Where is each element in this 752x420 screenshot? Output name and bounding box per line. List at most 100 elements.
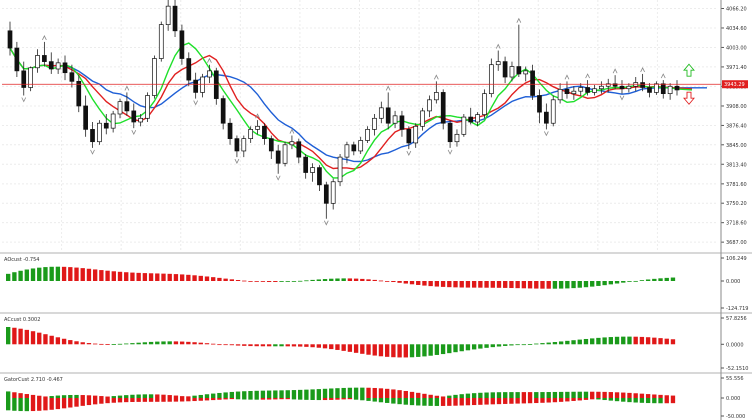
candle-body	[62, 62, 68, 74]
histogram-bar	[105, 270, 110, 282]
histogram-bar	[130, 343, 135, 345]
histogram-bar	[198, 342, 203, 345]
candle-body	[585, 87, 590, 93]
gator-lower-bar	[322, 398, 328, 401]
histogram-bar	[18, 328, 23, 345]
gator-lower-bar	[80, 398, 85, 406]
gator-lower-bar	[260, 398, 266, 400]
gator-lower-bar	[596, 398, 601, 400]
histogram-bar	[49, 335, 54, 345]
gator-lower-bar	[471, 398, 477, 406]
gator-upper-bar	[86, 395, 92, 399]
gator-lower-bar	[428, 398, 433, 406]
histogram-bar	[117, 271, 123, 282]
gator-lower-bar	[186, 398, 191, 402]
histogram-bar	[61, 266, 67, 282]
gator-lower-bar	[633, 398, 638, 403]
gator-upper-bar	[590, 391, 595, 399]
gator-upper-bar	[577, 391, 582, 399]
histogram-bar	[217, 344, 222, 346]
gator-upper-bar	[434, 395, 440, 399]
candle-body	[145, 95, 150, 119]
histogram-bar	[353, 344, 359, 353]
gator-upper-bar	[124, 395, 129, 399]
histogram-bar	[471, 281, 477, 288]
candle-body	[372, 117, 377, 130]
histogram-bar	[167, 273, 172, 282]
candle-body	[28, 67, 33, 88]
gator-upper-bar	[645, 394, 651, 399]
gator-lower-bar	[335, 398, 340, 400]
gator-lower-bar	[211, 398, 216, 401]
current-price-badge: 3943.29	[722, 80, 748, 89]
candle-body	[172, 5, 178, 32]
candle-body	[544, 111, 549, 124]
histogram-bar	[55, 266, 61, 282]
histogram-bar	[273, 281, 278, 282]
fractal-up-marker	[289, 128, 295, 134]
histogram-bar	[416, 344, 421, 357]
gator-lower-bar	[602, 398, 607, 401]
gator-upper-bar	[428, 394, 433, 399]
histogram-bar	[416, 281, 421, 285]
candle-body	[186, 58, 192, 81]
gator-upper-bar	[490, 392, 495, 399]
gator-lower-bar	[117, 398, 123, 403]
gator-lower-bar	[30, 398, 36, 412]
gator-upper-bar	[633, 393, 638, 399]
gator-lower-bar	[384, 398, 390, 403]
histogram-bar	[627, 281, 632, 282]
candle-body	[413, 125, 419, 144]
gator-lower-bar	[453, 398, 458, 406]
gator-upper-bar	[43, 396, 48, 399]
candle-body	[117, 101, 123, 115]
histogram-bar	[298, 344, 303, 347]
candle-body	[427, 99, 432, 112]
histogram-bar	[161, 273, 166, 282]
gator-upper-bar	[37, 395, 42, 399]
gator-upper-bar	[304, 389, 309, 399]
fractal-down-marker	[406, 150, 412, 156]
histogram-bar	[329, 278, 334, 282]
histogram-bar	[124, 343, 129, 345]
histogram-bar	[155, 273, 160, 282]
gator-upper-bar	[571, 391, 576, 399]
ao-indicator-pane: AOcust -0.754 106.249 0.000 -124.719	[0, 252, 752, 312]
histogram-bar	[509, 344, 514, 346]
gator-lower-bar	[577, 398, 582, 401]
candle-body	[516, 66, 522, 75]
gator-lower-bar	[105, 398, 110, 404]
fractal-down-marker	[193, 100, 199, 106]
histogram-bar	[596, 337, 601, 345]
histogram-bar	[546, 281, 551, 289]
fractal-down-marker	[21, 97, 27, 103]
candle-body	[337, 156, 343, 183]
gator-lower-bar	[329, 398, 334, 400]
fractal-up-marker	[255, 113, 260, 119]
gator-upper-bar	[99, 396, 104, 399]
gator-upper-bar	[515, 392, 520, 399]
histogram-bar	[341, 344, 346, 351]
gator-indicator-label: GatorCust 2.710 -0.467	[4, 377, 63, 383]
candle-body	[578, 87, 584, 92]
ac-indicator-pane: ACcust 0.3002 57.8256 0.0000 -52.1510	[0, 312, 752, 372]
gator-lower-bar	[608, 398, 614, 401]
histogram-bar	[148, 341, 154, 345]
candle-body	[97, 122, 102, 143]
gator-upper-bar	[105, 396, 110, 399]
gator-lower-bar	[416, 398, 421, 406]
price-tick-label: 3687.00	[726, 240, 747, 246]
gator-lower-bar	[403, 398, 408, 405]
histogram-bar	[167, 341, 172, 345]
candle-body	[530, 70, 535, 96]
histogram-bar	[372, 279, 377, 282]
gator-lower-bar	[124, 398, 129, 403]
candle-body	[619, 85, 625, 90]
histogram-bar	[459, 344, 464, 352]
histogram-bar	[366, 279, 371, 282]
candle-body	[447, 122, 453, 143]
histogram-bar	[347, 278, 353, 282]
gator-lower-bar	[86, 398, 92, 406]
